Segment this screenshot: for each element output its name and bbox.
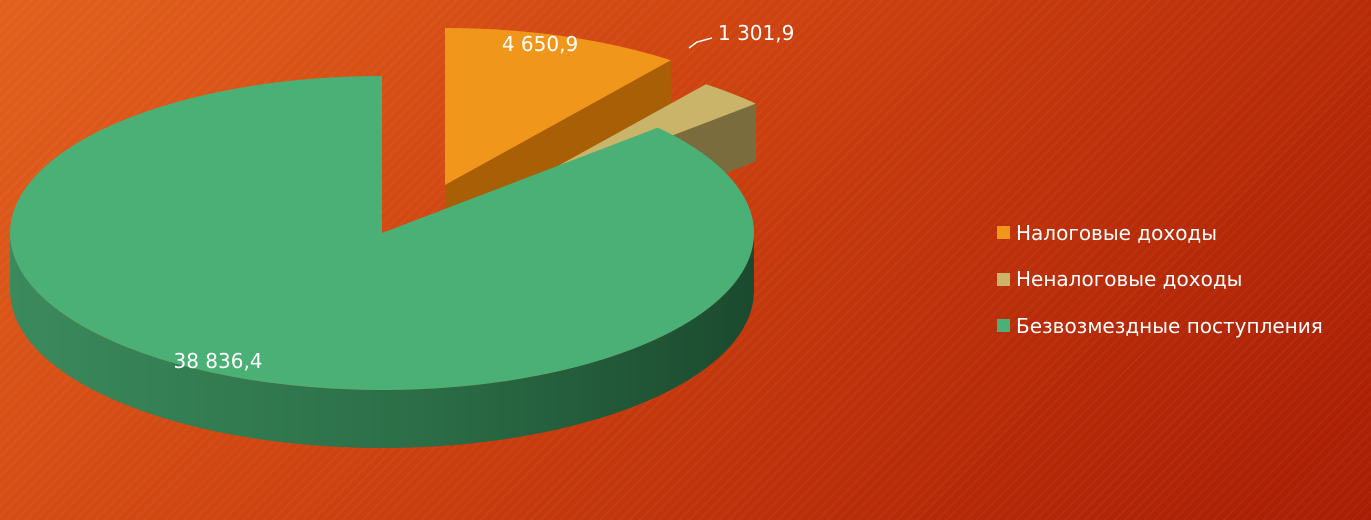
legend-swatch-transfers — [997, 319, 1010, 332]
legend-label-nontax: Неналоговые доходы — [1016, 267, 1243, 291]
chart-legend: Налоговые доходы Неналоговые доходы Безв… — [997, 220, 1323, 360]
data-label-transfers: 38 836,4 — [173, 349, 262, 373]
legend-label-transfers: Безвозмездные поступления — [1016, 313, 1323, 338]
legend-swatch-nontax — [997, 272, 1010, 286]
data-label-nontax: 1 301,9 — [718, 21, 794, 45]
leader-line-nontax — [688, 37, 713, 49]
pie-slice-transfers — [9, 76, 754, 448]
legend-label-tax: Налоговые доходы — [1016, 220, 1218, 245]
pie-slice-transfers-top — [9, 76, 754, 390]
data-label-tax: 4 650,9 — [502, 32, 578, 56]
legend-swatch-tax — [997, 226, 1010, 239]
legend-item-nontax: Неналоговые доходы — [997, 267, 1323, 292]
pie-slice-transfers-side — [10, 233, 754, 448]
pie-slice-tax-top — [445, 28, 671, 185]
legend-item-transfers: Безвозмездные поступления — [997, 313, 1323, 338]
legend-item-tax: Налоговые доходы — [997, 220, 1323, 245]
